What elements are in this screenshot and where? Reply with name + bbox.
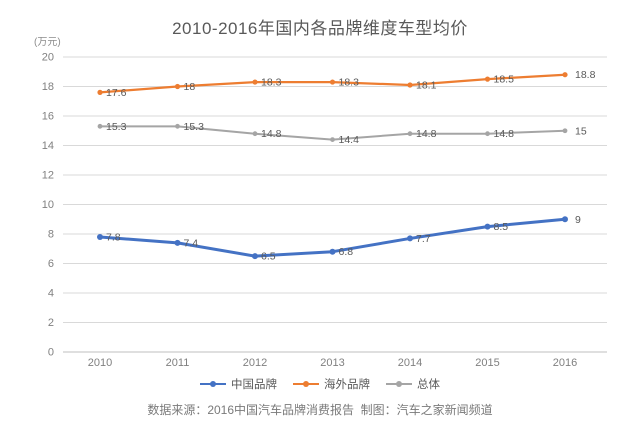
x-tick-label: 2016 xyxy=(553,357,577,369)
data-label: 15.3 xyxy=(184,121,205,133)
y-tick-label: 8 xyxy=(48,229,54,241)
data-label: 6.5 xyxy=(261,251,276,263)
data-label: 18 xyxy=(184,81,196,93)
y-tick-label: 18 xyxy=(42,81,54,93)
data-label: 18.5 xyxy=(494,74,515,86)
data-label: 8.5 xyxy=(494,221,509,233)
data-label: 7.4 xyxy=(184,237,199,249)
legend-marker-icon xyxy=(386,381,412,387)
data-point xyxy=(174,83,181,90)
x-tick-label: 2010 xyxy=(88,357,112,369)
legend-marker-icon xyxy=(200,381,226,387)
data-label: 18.3 xyxy=(261,77,282,89)
y-tick-label: 20 xyxy=(42,52,54,64)
chart-title: 2010-2016年国内各品牌维度车型均价 xyxy=(172,19,468,38)
data-point xyxy=(485,131,490,137)
data-point xyxy=(175,123,180,129)
y-tick-label: 6 xyxy=(48,258,54,270)
data-point xyxy=(329,248,336,255)
data-point xyxy=(562,128,568,134)
y-tick-label: 14 xyxy=(42,140,54,152)
data-point xyxy=(97,89,103,95)
data-point xyxy=(97,123,103,129)
data-label: 9 xyxy=(575,214,581,226)
data-label: 18.3 xyxy=(339,77,360,89)
data-label: 6.8 xyxy=(339,246,354,258)
data-label: 14.4 xyxy=(339,134,360,146)
source-footer: 数据来源：2016中国汽车品牌消费报告 制图：汽车之家新闻频道 xyxy=(147,403,493,417)
x-tick-label: 2012 xyxy=(243,357,267,369)
y-axis-unit-label: (万元) xyxy=(34,37,61,48)
data-point xyxy=(562,72,568,78)
x-tick-label: 2014 xyxy=(398,357,422,369)
data-point xyxy=(252,131,258,137)
x-tick-label: 2011 xyxy=(166,357,190,369)
data-point xyxy=(329,79,336,85)
data-label: 15.3 xyxy=(106,121,127,133)
data-point xyxy=(252,79,258,85)
x-tick-label: 2013 xyxy=(320,357,344,369)
data-label: 14.8 xyxy=(494,128,515,140)
data-point xyxy=(97,233,103,240)
data-label: 18.1 xyxy=(416,80,437,92)
legend: 中国品牌 海外品牌 总体 xyxy=(0,376,640,392)
x-tick-label: 2015 xyxy=(475,357,499,369)
y-tick-label: 4 xyxy=(48,288,54,300)
data-point xyxy=(484,76,491,82)
y-tick-label: 12 xyxy=(42,170,54,182)
legend-item-0: 中国品牌 xyxy=(200,376,277,392)
y-tick-label: 2 xyxy=(48,317,54,329)
legend-label: 海外品牌 xyxy=(324,379,370,391)
legend-label: 中国品牌 xyxy=(231,379,277,391)
data-point xyxy=(484,223,491,230)
y-tick-label: 0 xyxy=(48,347,54,359)
legend-item-2: 总体 xyxy=(386,376,440,392)
y-tick-label: 10 xyxy=(42,199,54,211)
data-point xyxy=(252,253,258,260)
data-label: 14.8 xyxy=(261,128,282,140)
legend-marker-icon xyxy=(293,381,319,387)
data-label: 18.8 xyxy=(575,69,596,81)
y-tick-label: 16 xyxy=(42,111,54,123)
legend-item-1: 海外品牌 xyxy=(293,376,370,392)
data-point xyxy=(330,137,335,143)
data-point xyxy=(407,235,413,242)
data-label: 14.8 xyxy=(416,128,437,140)
data-label: 17.6 xyxy=(106,87,127,99)
data-point xyxy=(407,131,413,137)
data-label: 7.7 xyxy=(416,233,431,245)
legend-label: 总体 xyxy=(417,379,440,391)
data-label: 15 xyxy=(575,125,587,137)
data-point xyxy=(407,82,413,88)
data-label: 7.8 xyxy=(106,231,121,243)
data-point xyxy=(562,216,568,223)
data-point xyxy=(174,239,181,246)
